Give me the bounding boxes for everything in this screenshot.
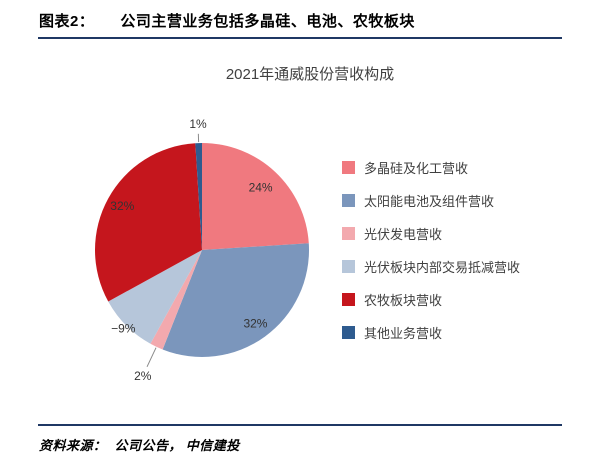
pie-slice-3 — [150, 250, 202, 350]
legend-label: 农牧板块营收 — [364, 293, 443, 308]
figure-title: 公司主营业务包括多晶硅、电池、农牧板块 — [120, 13, 415, 30]
pie-slice-label: 32% — [243, 317, 267, 331]
pie-slice-1 — [202, 143, 309, 250]
legend-swatch — [342, 194, 355, 207]
source-note: 资料来源： 公司公告， 中信建投 — [39, 435, 240, 454]
pie-slice-label: 32% — [110, 199, 134, 213]
legend-label: 太阳能电池及组件营收 — [364, 194, 495, 209]
chart-legend: 多晶硅及化工营收太阳能电池及组件营收 光伏发电营收光伏板块内部交易抵减营收 农牧板块… — [342, 151, 520, 349]
legend-swatch — [342, 293, 355, 306]
footer-divider-line — [38, 424, 562, 426]
legend-label: 光伏发电营收 — [364, 227, 443, 242]
legend-label: 光伏板块内部交易抵减营收 — [364, 260, 521, 275]
legend-swatch — [342, 227, 355, 240]
figure-header: 图表2： 公司主营业务包括多晶硅、电池、农牧板块 — [39, 10, 562, 31]
label-leader-line — [146, 347, 157, 368]
legend-item: 其他业务营收 — [342, 316, 520, 349]
legend-item: 光伏发电营收 — [342, 217, 520, 250]
pie-slice-4 — [108, 250, 202, 344]
pie-slice-label: 24% — [249, 181, 273, 195]
pie-slice-2 — [162, 243, 310, 358]
legend-swatch — [342, 260, 355, 273]
pie-slice-label: 2% — [134, 369, 152, 383]
legend-swatch — [342, 326, 355, 339]
legend-item: 太阳能电池及组件营收 — [342, 184, 520, 217]
legend-item: 光伏板块内部交易抵减营收 — [342, 250, 520, 283]
legend-item: 多晶硅及化工营收 — [342, 151, 520, 184]
pie-chart: 24% 32% 2% −9% 32% 1% — [95, 117, 310, 383]
pie-slice-6 — [195, 143, 202, 250]
chart-body: 24% 32% 2% −9% 32% 1% 多晶硅及化工营收太阳能电池及组件营收 光伏发电营… — [0, 95, 600, 410]
figure-number-label: 图表2： — [39, 13, 95, 30]
pie-slice-5 — [95, 143, 202, 302]
legend-item: 农牧板块营收 — [342, 283, 520, 316]
legend-swatch — [342, 161, 355, 174]
pie-slice-label: 1% — [189, 117, 207, 131]
source-label: 资料来源： — [39, 438, 107, 453]
legend-label: 其他业务营收 — [364, 326, 443, 341]
chart-title: 2021年通威股份营收构成 — [225, 66, 395, 83]
header-divider-line — [38, 37, 562, 39]
source-text: 公司公告， 中信建投 — [114, 438, 240, 453]
legend-label: 多晶硅及化工营收 — [364, 161, 469, 176]
pie-slice-label: −9% — [111, 322, 136, 336]
